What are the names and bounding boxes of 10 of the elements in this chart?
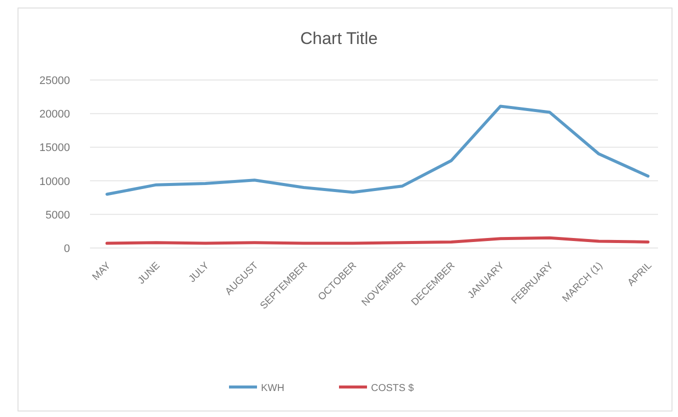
line-series: [106, 104, 650, 196]
y-tick-label: 20000: [39, 108, 70, 121]
y-tick-label: 10000: [39, 176, 70, 188]
chart-title: Chart Title: [300, 29, 378, 48]
legend-label: COSTS $: [371, 383, 414, 394]
y-tick-label: 5000: [46, 209, 70, 222]
legend-label: KWH: [261, 383, 284, 394]
y-tick-label: 0: [64, 243, 70, 255]
y-tick-label: 15000: [39, 142, 70, 154]
y-tick-label: 25000: [39, 75, 70, 87]
